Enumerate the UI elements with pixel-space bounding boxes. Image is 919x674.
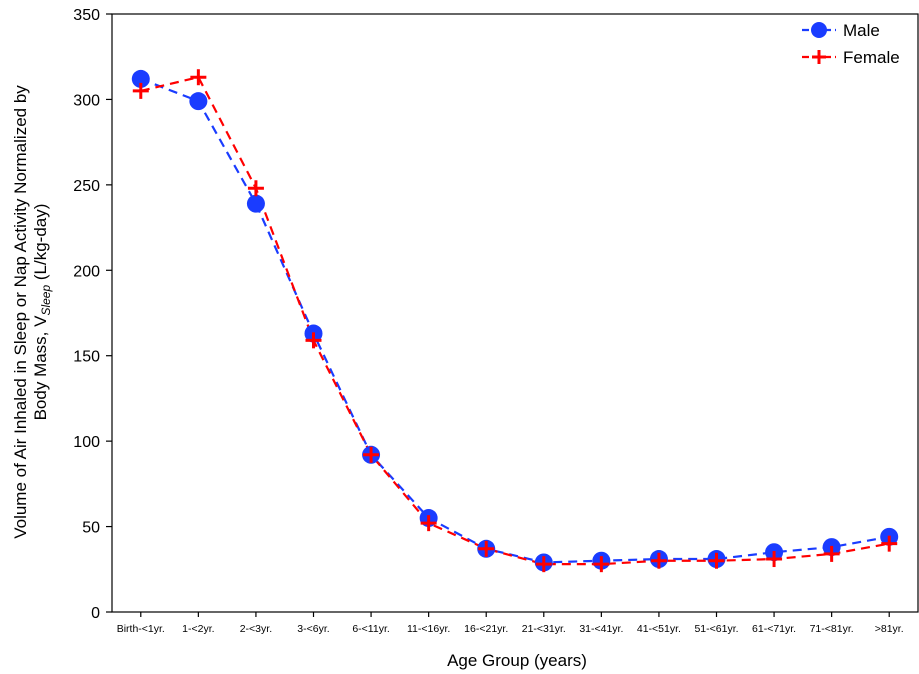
data-point-female: [190, 69, 207, 86]
legend-marker: [811, 22, 827, 38]
data-point-female: [420, 515, 437, 532]
y-axis-title-prefix: Body Mass, V: [31, 315, 50, 421]
data-point-female: [363, 446, 380, 463]
y-axis-title-line-2: Body Mass, VSleep (L/kg-day): [31, 204, 53, 421]
y-axis-title-subscript: Sleep: [39, 285, 53, 316]
x-tick-label: 31-<41yr.: [579, 623, 623, 635]
data-point-female: [766, 551, 783, 568]
x-tick-label: >81yr.: [875, 623, 904, 635]
x-tick-label: 16-<21yr.: [464, 623, 508, 635]
data-point-female: [650, 552, 667, 569]
legend-label: Male: [843, 21, 880, 40]
y-tick-label: 150: [73, 349, 100, 366]
x-tick-label: 41-<51yr.: [637, 623, 681, 635]
data-point-male: [131, 69, 150, 88]
data-point-female: [305, 332, 322, 349]
y-tick-label: 200: [73, 263, 100, 280]
x-tick-label: 6-<11yr.: [352, 623, 389, 635]
x-tick-label: 61-<71yr.: [752, 623, 796, 635]
series-line-female: [140, 75, 890, 566]
y-axis-title: Volume of Air Inhaled in Sleep or Nap Ac…: [11, 85, 53, 539]
x-tick-label: 21-<31yr.: [522, 623, 566, 635]
data-point-female: [247, 180, 264, 197]
y-tick-label: 250: [73, 178, 100, 195]
y-tick-label: 0: [91, 605, 100, 622]
series-markers: [131, 69, 899, 573]
x-tick-label: 11-<16yr.: [407, 623, 450, 635]
axes: [111, 13, 919, 613]
y-tick-label: 50: [82, 520, 100, 537]
x-tick-label: 71-<81yr.: [810, 623, 854, 635]
legend-label: Female: [843, 48, 900, 67]
plot-frame: [111, 13, 919, 613]
x-tick-label: Birth-<1yr.: [117, 623, 165, 635]
legend-item-female: Female: [802, 48, 900, 67]
x-tick-label: 1-<2yr.: [182, 623, 214, 635]
y-axis-ticks: 0 50 100 150 200 250 300 350: [73, 7, 112, 622]
data-point-female: [132, 82, 149, 99]
y-axis-title-line-1: Volume of Air Inhaled in Sleep or Nap Ac…: [11, 85, 30, 539]
data-point-female: [478, 540, 495, 557]
data-point-female: [535, 556, 552, 573]
data-point-male: [246, 194, 265, 213]
legend: Male Female: [802, 21, 900, 67]
x-tick-label: 3-<6yr.: [297, 623, 329, 635]
data-point-female: [708, 552, 725, 569]
x-tick-label: 51-<61yr.: [694, 623, 738, 635]
data-point-male: [189, 92, 208, 111]
y-tick-label: 350: [73, 7, 100, 24]
data-point-female: [593, 556, 610, 573]
y-tick-label: 300: [73, 92, 100, 109]
x-axis-ticks: Birth-<1yr. 1-<2yr. 2-<3yr. 3-<6yr. 6-<11yr.…: [117, 612, 904, 635]
data-point-female: [823, 545, 840, 562]
legend-item-male: Male: [802, 21, 880, 40]
y-tick-label: 100: [73, 434, 100, 451]
y-axis-title-suffix: (L/kg-day): [31, 204, 50, 285]
series-lines: [140, 75, 890, 566]
data-point-female: [881, 535, 898, 552]
x-tick-label: 2-<3yr.: [240, 623, 272, 635]
x-axis-title: Age Group (years): [447, 651, 587, 670]
series-line-male: [140, 77, 890, 564]
